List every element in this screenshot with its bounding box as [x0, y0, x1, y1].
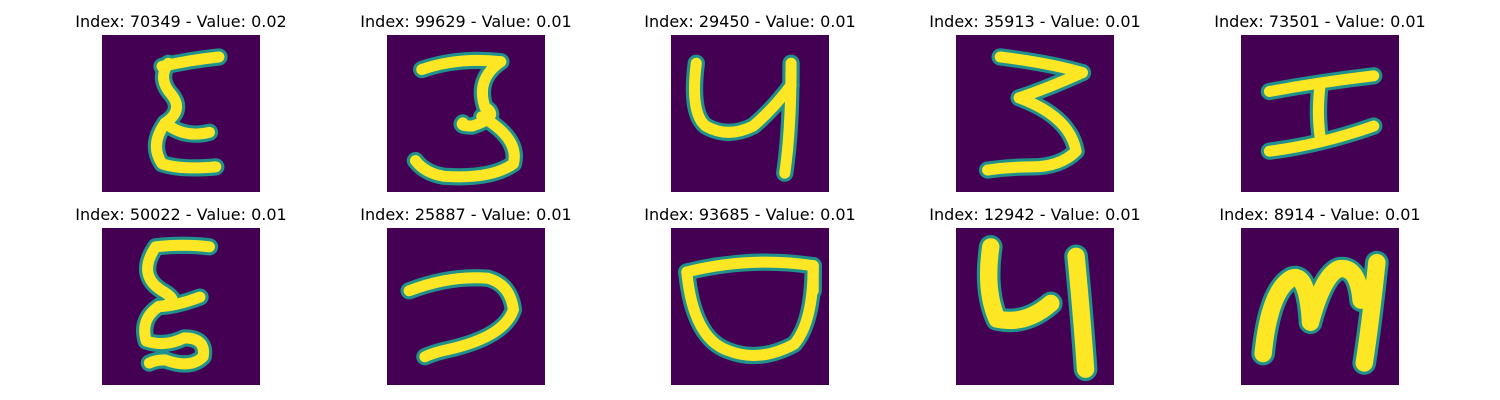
glyph-image — [671, 35, 829, 192]
glyph-stroke — [785, 63, 791, 173]
glyph-stroke — [1318, 85, 1320, 135]
panel-title: Index: 99629 - Value: 0.01 — [360, 12, 571, 31]
panel-title: Index: 50022 - Value: 0.01 — [75, 205, 286, 224]
panel-title: Index: 12942 - Value: 0.01 — [929, 205, 1140, 224]
glyph-image — [956, 228, 1114, 385]
glyph-image-panel — [1241, 228, 1399, 385]
glyph-image-panel — [387, 228, 545, 385]
glyph-stroke — [1076, 256, 1085, 369]
panel-title: Index: 93685 - Value: 0.01 — [644, 205, 855, 224]
glyph-image — [102, 35, 260, 192]
glyph-image-panel — [1241, 35, 1399, 192]
glyph-image-panel — [671, 228, 829, 385]
glyph-image — [387, 228, 545, 385]
panel-title: Index: 8914 - Value: 0.01 — [1219, 205, 1420, 224]
glyph-image-panel — [671, 35, 829, 192]
glyph-stroke — [156, 245, 210, 247]
panel-title: Index: 73501 - Value: 0.01 — [1214, 12, 1425, 31]
glyph-image-panel — [956, 35, 1114, 192]
glyph-image — [956, 35, 1114, 192]
glyph-image-panel — [102, 228, 260, 385]
glyph-image — [671, 228, 829, 385]
glyph-image — [102, 228, 260, 385]
panel-title: Index: 25887 - Value: 0.01 — [360, 205, 571, 224]
glyph-image-panel — [387, 35, 545, 192]
glyph-image-panel — [956, 228, 1114, 385]
panel-title: Index: 70349 - Value: 0.02 — [75, 12, 286, 31]
glyph-image — [387, 35, 545, 192]
panel-title: Index: 35913 - Value: 0.01 — [929, 12, 1140, 31]
glyph-image — [1241, 228, 1399, 385]
panel-title: Index: 29450 - Value: 0.01 — [644, 12, 855, 31]
glyph-image-panel — [102, 35, 260, 192]
glyph-image — [1241, 35, 1399, 192]
